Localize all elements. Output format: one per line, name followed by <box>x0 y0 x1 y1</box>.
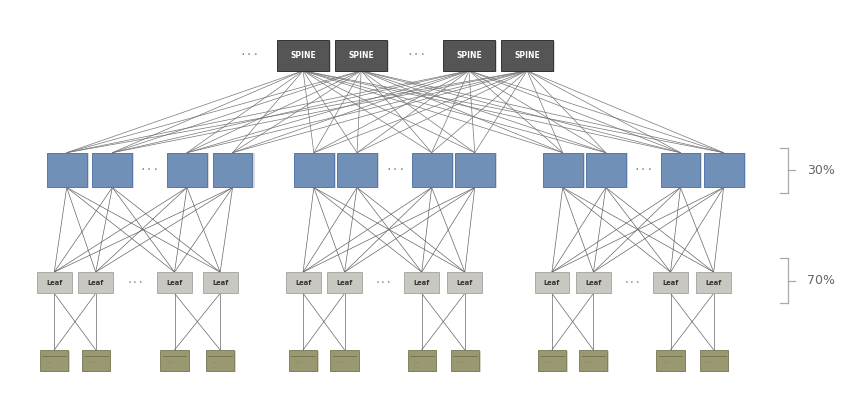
FancyBboxPatch shape <box>579 350 607 371</box>
FancyBboxPatch shape <box>169 153 209 189</box>
FancyBboxPatch shape <box>286 272 321 293</box>
FancyBboxPatch shape <box>451 350 479 371</box>
Text: SPINE: SPINE <box>456 51 482 60</box>
FancyBboxPatch shape <box>700 350 727 371</box>
Text: Leaf: Leaf <box>414 280 429 286</box>
FancyBboxPatch shape <box>653 272 688 293</box>
Text: SPINE: SPINE <box>514 51 540 60</box>
FancyBboxPatch shape <box>537 350 566 371</box>
Text: ···: ··· <box>239 51 259 60</box>
FancyBboxPatch shape <box>41 351 70 372</box>
Text: Leaf: Leaf <box>663 280 678 286</box>
FancyBboxPatch shape <box>581 351 609 372</box>
FancyBboxPatch shape <box>157 272 192 293</box>
FancyBboxPatch shape <box>706 153 746 189</box>
FancyBboxPatch shape <box>332 351 360 372</box>
FancyBboxPatch shape <box>410 351 437 372</box>
FancyBboxPatch shape <box>448 272 482 293</box>
FancyBboxPatch shape <box>501 40 553 71</box>
Text: SPINE: SPINE <box>348 51 374 60</box>
Text: 30%: 30% <box>807 163 835 176</box>
FancyBboxPatch shape <box>535 272 569 293</box>
Text: Leaf: Leaf <box>543 280 560 286</box>
FancyBboxPatch shape <box>92 153 132 188</box>
FancyBboxPatch shape <box>703 153 744 188</box>
FancyBboxPatch shape <box>290 351 319 372</box>
Text: 70%: 70% <box>807 274 835 287</box>
Text: ···: ··· <box>407 51 427 60</box>
FancyBboxPatch shape <box>289 350 317 371</box>
FancyBboxPatch shape <box>167 153 206 188</box>
FancyBboxPatch shape <box>454 153 495 188</box>
Text: Leaf: Leaf <box>706 280 721 286</box>
FancyBboxPatch shape <box>414 153 454 189</box>
FancyBboxPatch shape <box>453 351 480 372</box>
FancyBboxPatch shape <box>443 40 495 71</box>
Text: ···: ··· <box>375 278 392 288</box>
FancyBboxPatch shape <box>81 350 110 371</box>
FancyBboxPatch shape <box>576 272 611 293</box>
Text: Leaf: Leaf <box>336 280 353 286</box>
Text: Leaf: Leaf <box>585 280 601 286</box>
Text: ···: ··· <box>127 278 144 288</box>
FancyBboxPatch shape <box>545 153 585 189</box>
Text: ···: ··· <box>634 165 654 175</box>
Text: Leaf: Leaf <box>457 280 473 286</box>
FancyBboxPatch shape <box>586 153 626 188</box>
FancyBboxPatch shape <box>661 153 701 188</box>
Text: ···: ··· <box>624 278 641 288</box>
FancyBboxPatch shape <box>207 351 236 372</box>
FancyBboxPatch shape <box>504 41 555 71</box>
FancyBboxPatch shape <box>40 350 68 371</box>
FancyBboxPatch shape <box>335 40 387 71</box>
FancyBboxPatch shape <box>206 350 234 371</box>
FancyBboxPatch shape <box>37 272 72 293</box>
FancyBboxPatch shape <box>215 153 255 189</box>
FancyBboxPatch shape <box>539 351 568 372</box>
FancyBboxPatch shape <box>161 350 188 371</box>
FancyBboxPatch shape <box>543 153 582 188</box>
Text: ···: ··· <box>139 165 160 175</box>
FancyBboxPatch shape <box>408 350 435 371</box>
FancyBboxPatch shape <box>213 153 252 188</box>
FancyBboxPatch shape <box>657 350 684 371</box>
FancyBboxPatch shape <box>457 153 497 189</box>
FancyBboxPatch shape <box>79 272 113 293</box>
FancyBboxPatch shape <box>588 153 628 189</box>
FancyBboxPatch shape <box>47 153 86 188</box>
Text: ···: ··· <box>385 165 405 175</box>
Text: Leaf: Leaf <box>87 280 104 286</box>
FancyBboxPatch shape <box>296 153 336 189</box>
FancyBboxPatch shape <box>294 153 334 188</box>
FancyBboxPatch shape <box>203 272 238 293</box>
FancyBboxPatch shape <box>83 351 111 372</box>
FancyBboxPatch shape <box>277 40 329 71</box>
FancyBboxPatch shape <box>338 41 389 71</box>
Text: Leaf: Leaf <box>212 280 228 286</box>
Text: Leaf: Leaf <box>46 280 62 286</box>
FancyBboxPatch shape <box>658 351 686 372</box>
FancyBboxPatch shape <box>445 41 497 71</box>
FancyBboxPatch shape <box>330 350 359 371</box>
FancyBboxPatch shape <box>279 41 331 71</box>
FancyBboxPatch shape <box>337 153 377 188</box>
FancyBboxPatch shape <box>340 153 379 189</box>
FancyBboxPatch shape <box>663 153 702 189</box>
FancyBboxPatch shape <box>412 153 452 188</box>
FancyBboxPatch shape <box>162 351 190 372</box>
Text: Leaf: Leaf <box>295 280 311 286</box>
Text: SPINE: SPINE <box>290 51 316 60</box>
FancyBboxPatch shape <box>404 272 439 293</box>
FancyBboxPatch shape <box>94 153 134 189</box>
Text: Leaf: Leaf <box>167 280 182 286</box>
FancyBboxPatch shape <box>702 351 729 372</box>
FancyBboxPatch shape <box>327 272 362 293</box>
FancyBboxPatch shape <box>696 272 731 293</box>
FancyBboxPatch shape <box>49 153 89 189</box>
